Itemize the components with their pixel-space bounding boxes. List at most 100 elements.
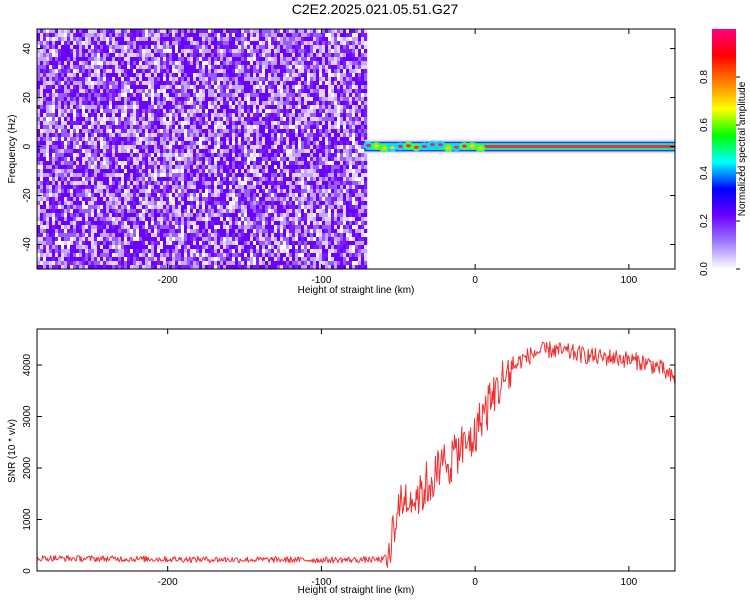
spectrogram-cell: [256, 29, 260, 34]
spectrogram-cell: [163, 169, 167, 174]
spectrogram-cell: [136, 141, 140, 146]
spectrogram-cell: [331, 113, 335, 118]
spectrogram-cell: [334, 57, 338, 62]
spectrogram-cell: [259, 193, 263, 198]
spectrogram-cell: [259, 89, 263, 94]
spectrogram-cell: [175, 177, 179, 182]
spectrogram-cell: [97, 97, 101, 102]
spectrogram-cell: [244, 141, 248, 146]
spectrogram-cell: [181, 201, 185, 206]
spectrogram-cell: [73, 29, 77, 34]
spectrogram-cell: [37, 69, 41, 74]
spectrogram-cell: [160, 149, 164, 154]
spectrogram-cell: [334, 161, 338, 166]
spectrogram-cell: [262, 181, 266, 186]
spectrogram-cell: [52, 193, 56, 198]
spectrogram-cell: [121, 169, 125, 174]
spectrogram-cell: [40, 65, 44, 70]
spectrogram-cell: [220, 93, 224, 98]
spectrogram-cell: [145, 181, 149, 186]
spectrogram-cell: [250, 73, 254, 78]
spectrogram-cell: [61, 205, 65, 210]
spectrogram-cell: [103, 53, 107, 58]
spectrogram-cell: [61, 93, 65, 98]
spectrogram-cell: [229, 193, 233, 198]
spectrogram-cell: [343, 101, 347, 106]
spectrogram-cell: [196, 65, 200, 70]
spectrogram-cell: [277, 121, 281, 126]
spectrogram-cell: [157, 125, 161, 130]
spectrogram-cell: [100, 77, 104, 82]
spectrogram-cell: [118, 169, 122, 174]
spectrogram-cell: [331, 157, 335, 162]
spectrogram-cell: [88, 105, 92, 110]
spectrogram-cell: [346, 177, 350, 182]
spectrogram-cell: [316, 165, 320, 170]
spectrogram-cell: [88, 193, 92, 198]
spectrogram-cell: [79, 193, 83, 198]
spectrogram-cell: [46, 37, 50, 42]
spectrogram-cell: [331, 193, 335, 198]
spectrogram-cell: [292, 169, 296, 174]
spectrogram-cell: [322, 53, 326, 58]
spectrogram-cell: [274, 117, 278, 122]
spectrogram-cell: [328, 185, 332, 190]
spectrogram-cell: [226, 173, 230, 178]
spectrogram-cell: [166, 69, 170, 74]
spectrogram-cell: [163, 61, 167, 66]
spectrogram-cell: [157, 133, 161, 138]
spectrogram-cell: [55, 121, 59, 126]
spectrogram-cell: [46, 201, 50, 206]
spectrogram-cell: [172, 117, 176, 122]
spectrogram-cell: [70, 77, 74, 82]
spectrogram-cell: [85, 185, 89, 190]
spectrogram-cell: [235, 97, 239, 102]
spectrogram-cell: [217, 157, 221, 162]
spectrogram-cell: [217, 49, 221, 54]
spectrogram-cell: [364, 117, 368, 122]
spectrogram-cell: [322, 105, 326, 110]
spectrogram-cell: [136, 33, 140, 38]
spectrogram-cell: [61, 57, 65, 62]
spectrogram-cell: [97, 85, 101, 90]
spectrogram-cell: [316, 81, 320, 86]
spectrogram-cell: [364, 57, 368, 62]
spectrogram-cell: [352, 165, 356, 170]
spectrogram-cell: [100, 185, 104, 190]
spectrogram-cell: [340, 201, 344, 206]
spectrogram-cell: [142, 125, 146, 130]
spectrogram-cell: [166, 77, 170, 82]
spectrogram-cell: [235, 65, 239, 70]
spectrogram-cell: [67, 133, 71, 138]
spectrogram-cell: [115, 69, 119, 74]
spectrogram-cell: [211, 53, 215, 58]
spectrogram-cell: [73, 149, 77, 154]
spectrogram-cell: [322, 165, 326, 170]
spectrogram-cell: [214, 197, 218, 202]
spectrogram-cell: [190, 109, 194, 114]
spectrogram-cell: [175, 193, 179, 198]
spectrogram-cell: [220, 125, 224, 130]
spectrogram-cell: [46, 93, 50, 98]
spectrogram-cell: [142, 45, 146, 50]
chart-title: C2E2.2025.021.05.51.G27: [291, 1, 459, 17]
spectrogram-cell: [361, 33, 365, 38]
spectrogram-cell: [46, 137, 50, 142]
spectrogram-cell: [208, 145, 212, 150]
spectrogram-cell: [283, 65, 287, 70]
spectrogram-cell: [163, 161, 167, 166]
spectrogram-cell: [43, 29, 47, 34]
spectrogram-cell: [196, 33, 200, 38]
spectrogram-cell: [109, 125, 113, 130]
spectrogram-cell: [301, 185, 305, 190]
spectrogram-cell: [145, 89, 149, 94]
spectrogram-cell: [187, 117, 191, 122]
spectrogram-cell: [133, 29, 137, 34]
spectrogram-cell: [169, 89, 173, 94]
spectrogram-cell: [76, 93, 80, 98]
spectrogram-cell: [199, 41, 203, 46]
spectrogram-cell: [235, 29, 239, 34]
spectrogram-cell: [67, 121, 71, 126]
spectrogram-cell: [277, 133, 281, 138]
spectrogram-cell: [181, 57, 185, 62]
